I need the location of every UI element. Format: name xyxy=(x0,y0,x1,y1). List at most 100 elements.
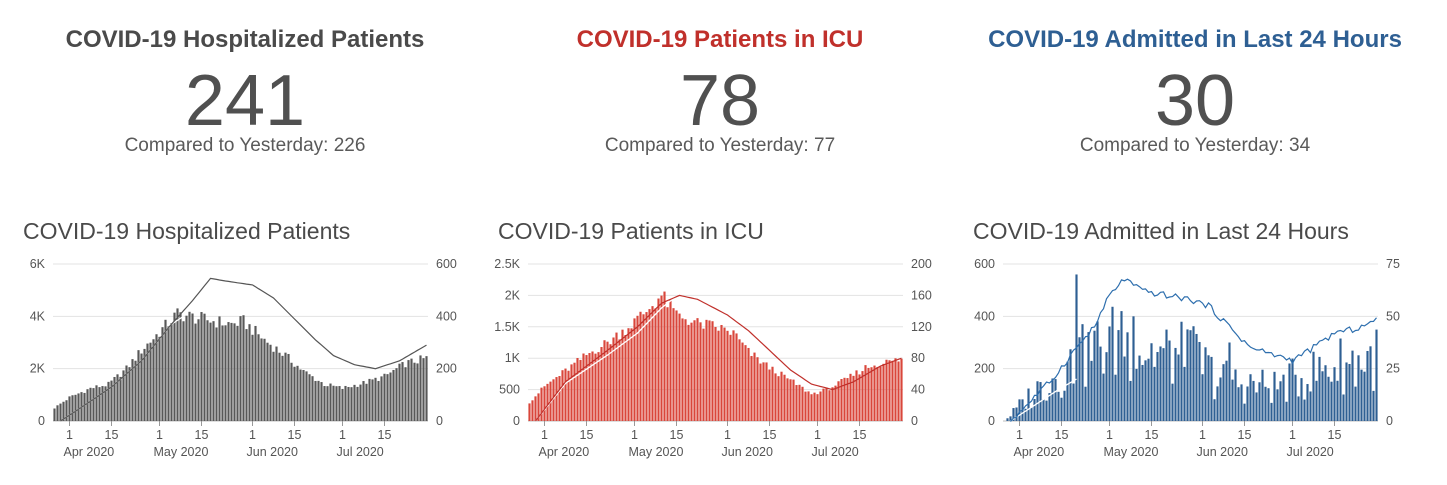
bar xyxy=(191,313,194,421)
bar xyxy=(1249,374,1252,421)
bar xyxy=(603,340,606,421)
bar xyxy=(212,321,215,421)
bar xyxy=(1159,346,1162,421)
bar xyxy=(1009,416,1012,421)
bar xyxy=(59,403,62,421)
bar xyxy=(813,392,816,421)
bar xyxy=(122,370,125,421)
bar xyxy=(206,320,209,421)
x-month-label: Jun 2020 xyxy=(722,445,773,459)
bar xyxy=(645,312,648,421)
bar xyxy=(1018,399,1021,421)
bar xyxy=(1144,360,1147,421)
bar xyxy=(1102,373,1105,421)
bar xyxy=(1183,366,1186,421)
bar xyxy=(332,385,335,421)
bar xyxy=(747,347,750,421)
bar xyxy=(816,394,819,421)
bar xyxy=(1225,360,1228,421)
bar xyxy=(407,360,410,421)
bar xyxy=(1033,398,1036,421)
bar xyxy=(1363,371,1366,421)
bar xyxy=(260,338,263,421)
bar xyxy=(383,373,386,421)
bar xyxy=(224,325,227,421)
y-left-tick-label: 1K xyxy=(505,351,521,365)
bar xyxy=(1222,364,1225,421)
x-tick-label: 15 xyxy=(853,428,867,442)
y-right-tick-label: 600 xyxy=(436,257,457,271)
bar xyxy=(74,394,77,421)
trend-line-right-axis xyxy=(1010,278,1377,422)
bar xyxy=(555,377,558,421)
y-left-tick-label: 500 xyxy=(499,383,520,397)
bar xyxy=(699,322,702,421)
y-right-tick-label: 80 xyxy=(911,351,925,365)
bar xyxy=(576,357,579,421)
bar xyxy=(401,362,404,421)
bar xyxy=(62,401,65,421)
bar xyxy=(1117,330,1120,421)
bar xyxy=(627,328,630,421)
bar xyxy=(702,328,705,421)
x-tick-label: 1 xyxy=(339,428,346,442)
bar xyxy=(248,324,251,421)
bar xyxy=(1108,326,1111,421)
bar xyxy=(1243,403,1246,421)
bar xyxy=(413,362,416,421)
bar xyxy=(792,379,795,421)
bar xyxy=(1282,374,1285,421)
bar xyxy=(1189,330,1192,421)
bar xyxy=(786,378,789,421)
x-tick-label: 15 xyxy=(1328,428,1342,442)
bar xyxy=(558,376,561,421)
bar xyxy=(392,369,395,421)
bar xyxy=(104,386,107,421)
bar xyxy=(633,318,636,421)
x-tick-label: 1 xyxy=(1106,428,1113,442)
y-right-tick-label: 120 xyxy=(911,320,932,334)
bar xyxy=(636,315,639,421)
kpi-title: COVID-19 Patients in ICU xyxy=(576,26,864,53)
x-tick-label: 15 xyxy=(1238,428,1252,442)
bar xyxy=(86,389,89,421)
bar xyxy=(1234,369,1237,421)
bar xyxy=(1267,388,1270,421)
bar xyxy=(1357,355,1360,421)
bar xyxy=(188,311,191,421)
kpi-value: 78 xyxy=(679,61,761,141)
bar xyxy=(368,378,371,421)
bar xyxy=(1171,383,1174,421)
bar xyxy=(395,368,398,421)
kpi-compare-value: 226 xyxy=(333,135,366,156)
bar xyxy=(137,350,140,421)
bar xyxy=(1333,367,1336,421)
bar xyxy=(1339,338,1342,421)
bar xyxy=(537,393,540,421)
bar xyxy=(840,379,843,421)
bar xyxy=(1120,311,1123,421)
bar xyxy=(882,363,885,421)
bar xyxy=(885,359,888,421)
bar xyxy=(227,322,230,421)
trend-line-white xyxy=(534,297,674,422)
bar xyxy=(335,386,338,421)
x-tick-label: 1 xyxy=(541,428,548,442)
bar xyxy=(1099,346,1102,421)
bar xyxy=(251,334,254,421)
bar xyxy=(203,313,206,421)
bar xyxy=(768,369,771,421)
bar xyxy=(582,353,585,421)
kpi-admitted: COVID-19 Admitted in Last 24 Hours 30 Co… xyxy=(965,20,1425,158)
kpi-compare-label: Compared to Yesterday: xyxy=(1079,135,1284,156)
bar xyxy=(173,312,176,421)
bar xyxy=(338,386,341,421)
bar xyxy=(1294,374,1297,421)
bar xyxy=(1330,381,1333,421)
bar xyxy=(723,327,726,421)
y-right-tick-label: 160 xyxy=(911,288,932,302)
bar xyxy=(684,319,687,421)
bar xyxy=(356,386,359,421)
bar xyxy=(1231,379,1234,421)
bar xyxy=(762,362,765,421)
